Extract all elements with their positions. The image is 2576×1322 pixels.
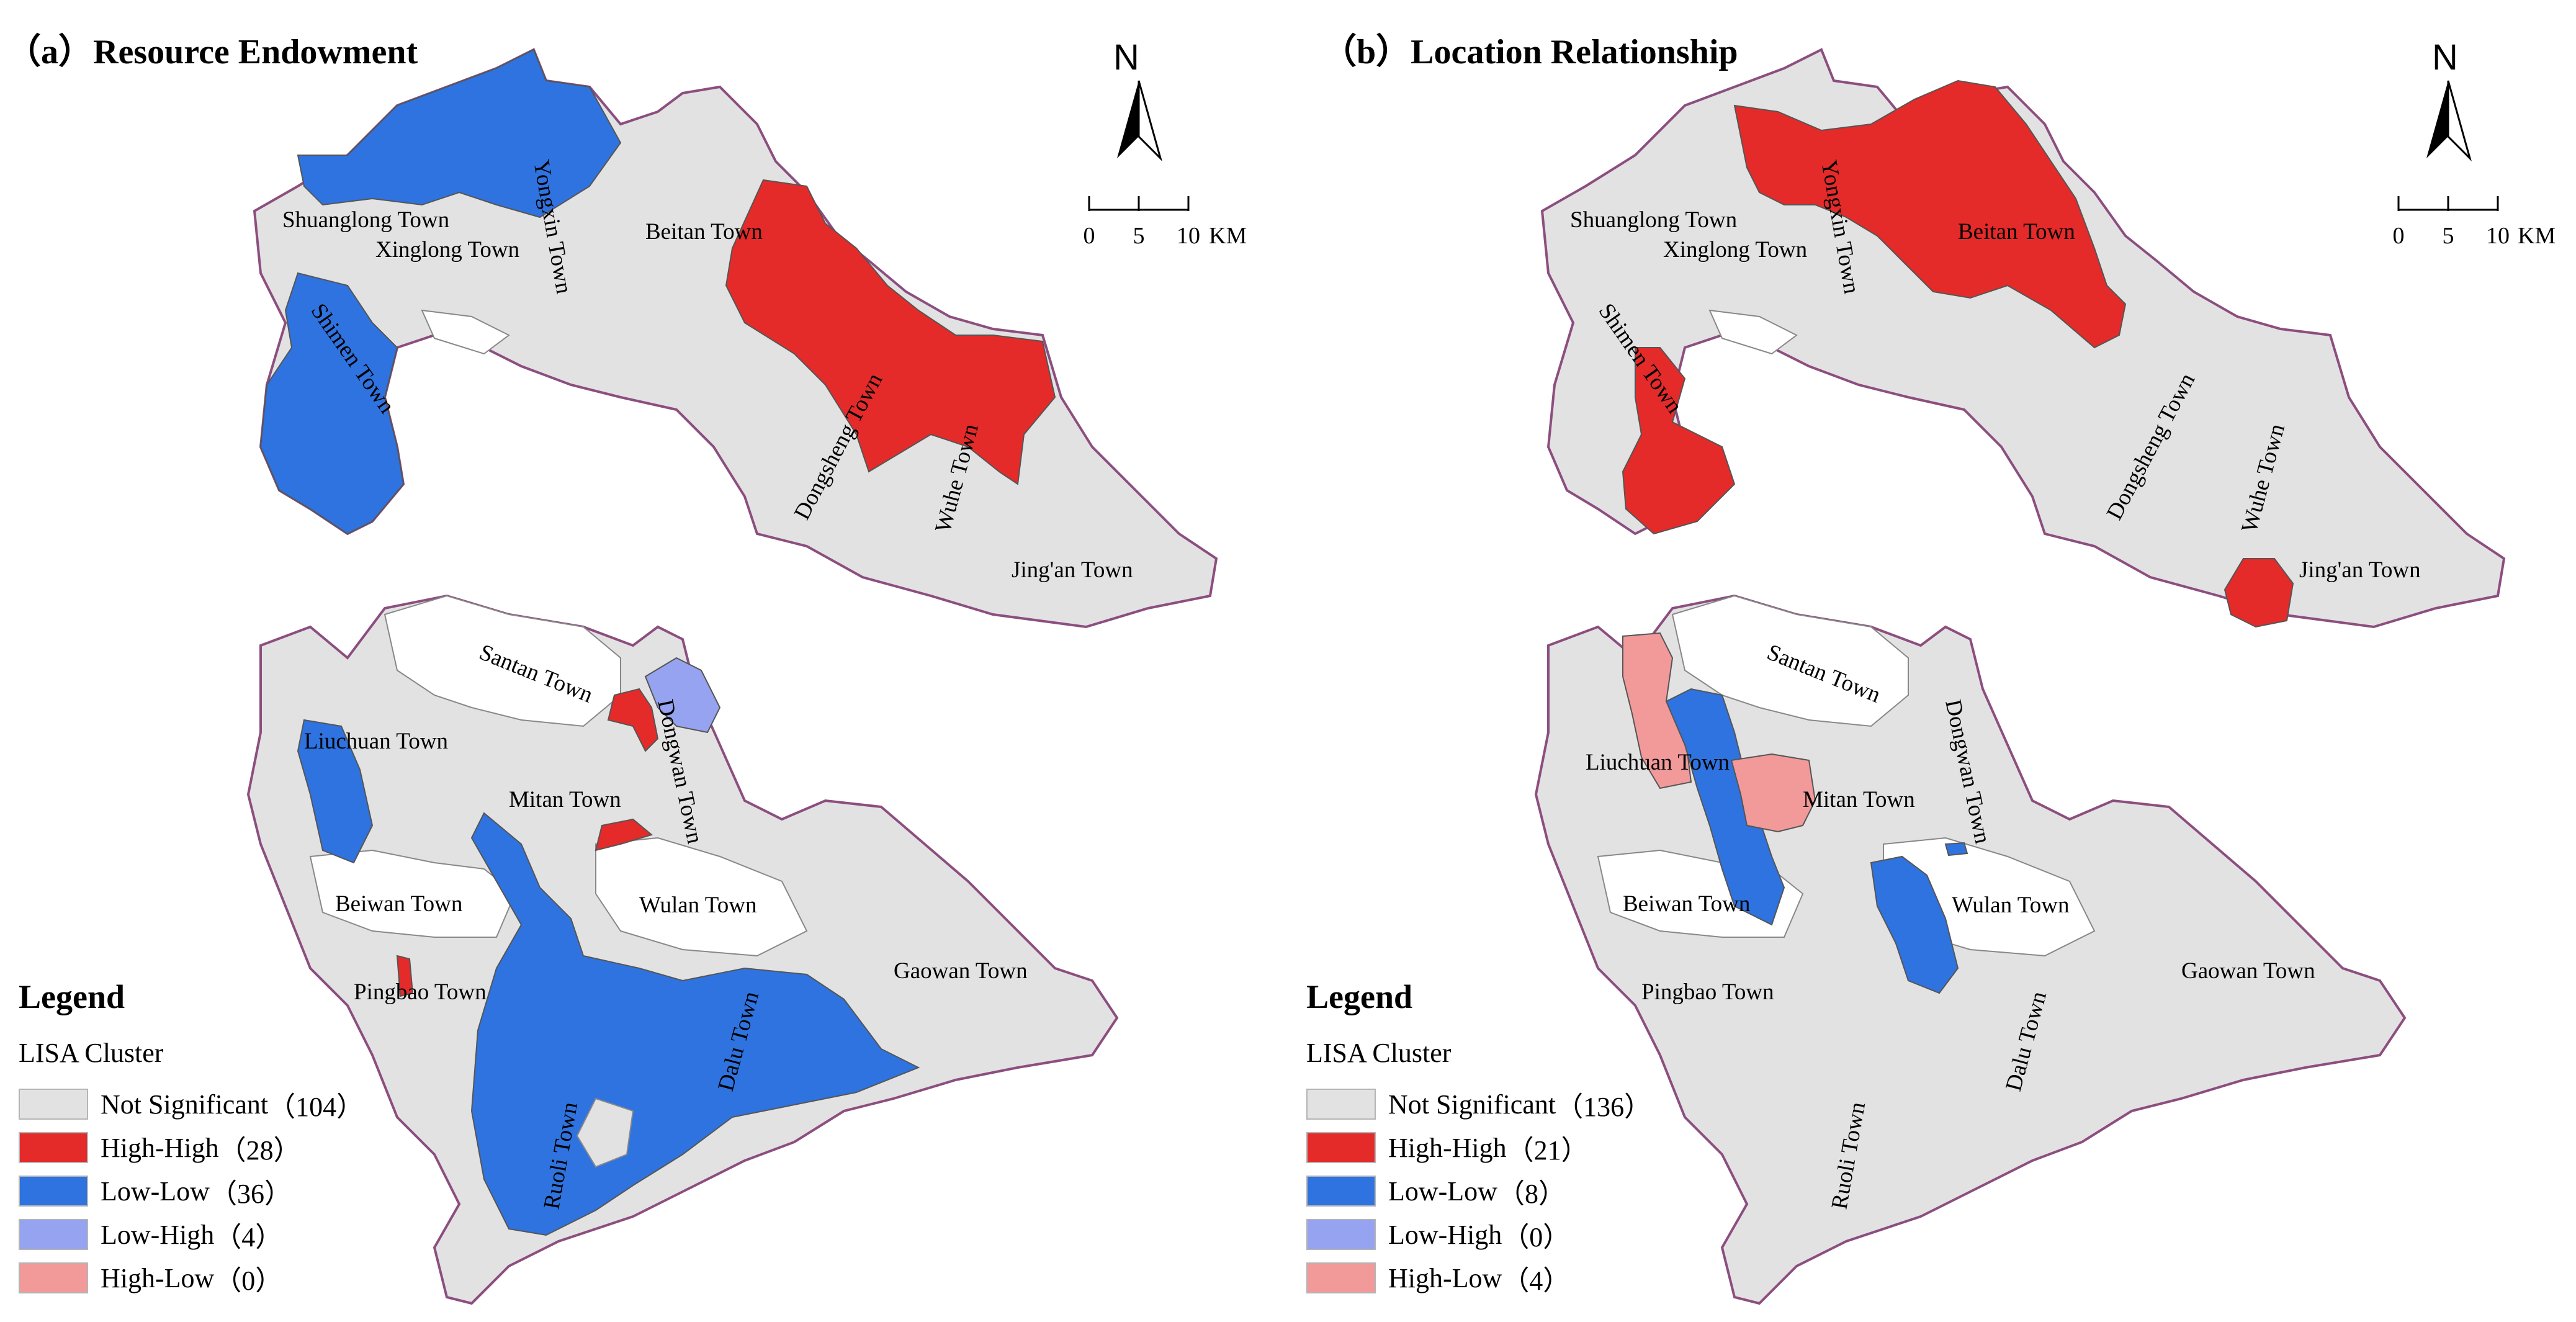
svg-text:0: 0 [2393, 223, 2405, 249]
map-a: Shuanglong Town Xinglong Town Yongxin To… [246, 37, 1247, 1305]
legend-item-low-low: Low-Low （36） [19, 1169, 453, 1213]
town-label-liuchuan: Liuchuan Town [1586, 750, 1730, 775]
town-label-beiwan: Beiwan Town [335, 891, 462, 917]
legend-title: Legend [1306, 978, 1413, 1015]
svg-text:5: 5 [1133, 223, 1145, 249]
cluster-gray-ruoli-hole [576, 1097, 634, 1168]
cluster-high-low-liuchuan [1622, 632, 1692, 789]
panel-b-location-relationship: Shuanglong Town Xinglong Town Yongxin To… [1288, 0, 2575, 1322]
panel-title-b: （b）Location Relationship [1322, 33, 1738, 71]
legend-b: Legend LISA Cluster Not Significant （136）… [1306, 978, 1741, 1300]
town-label-mitan: Mitan Town [509, 787, 621, 812]
svg-text:KM: KM [1209, 223, 1247, 249]
cluster-high-high-north [1733, 79, 2127, 349]
blank-area-north [421, 309, 510, 355]
legend-item-low-low: Low-Low （8） [1306, 1169, 1741, 1213]
town-label-xinglong: Xinglong Town [1663, 237, 1807, 263]
cluster-low-low-shimen [259, 272, 405, 535]
town-label-jingan: Jing'an Town [2299, 557, 2421, 583]
legend-item-high-high: High-High （21） [1306, 1126, 1741, 1169]
svg-text:10: 10 [1177, 223, 1200, 249]
cluster-low-low-nw [297, 48, 622, 218]
cluster-low-low-small [1944, 842, 1968, 857]
panel-title-a: （a）Resource Endowment [6, 33, 418, 71]
cluster-high-high-shimen [1622, 347, 1736, 535]
legend-item-high-low: High-Low （0） [19, 1256, 453, 1300]
town-label-liuchuan: Liuchuan Town [304, 729, 448, 754]
panel-a-resource-endowment: Shuanglong Town Xinglong Town Yongxin To… [6, 33, 1247, 1305]
town-label-shuanglong: Shuanglong Town [282, 207, 449, 233]
town-label-gaowan: Gaowan Town [894, 958, 1028, 984]
legend-item-high-high: High-High （28） [19, 1126, 453, 1169]
north-arrow-icon: N [1113, 37, 1162, 162]
svg-text:5: 5 [2443, 223, 2454, 249]
blank-area-north [1708, 309, 1798, 355]
town-label-beitan: Beitan Town [645, 219, 763, 245]
legend-item-high-low: High-Low （4） [1306, 1256, 1741, 1300]
cluster-high-high-jingan [2224, 558, 2294, 628]
town-label-shuanglong: Shuanglong Town [1570, 207, 1737, 233]
blank-area-santan [384, 595, 621, 727]
cluster-low-low-wulan [1870, 855, 1959, 994]
svg-text:10: 10 [2486, 223, 2510, 249]
svg-text:KM: KM [2518, 223, 2556, 249]
town-label-pingbao: Pingbao Town [1641, 979, 1774, 1005]
legend-a: Legend LISA Cluster Not Significant （104）… [19, 978, 453, 1300]
blank-area-santan [1671, 595, 1909, 727]
cluster-high-high-east [725, 179, 1056, 485]
blank-area-wulan [595, 837, 808, 957]
svg-text:0: 0 [1084, 223, 1095, 249]
town-label-gaowan: Gaowan Town [2181, 958, 2315, 984]
legend-subtitle: LISA Cluster [1306, 1038, 1452, 1068]
legend-item-not-significant: Not Significant （136） [1306, 1082, 1741, 1126]
town-label-xinglong: Xinglong Town [375, 237, 519, 263]
town-label-beiwan: Beiwan Town [1623, 891, 1750, 917]
cluster-high-high-pingbao [396, 955, 414, 997]
cluster-low-low-liuchuan [297, 719, 374, 864]
town-label-mitan: Mitan Town [1803, 787, 1915, 812]
cluster-high-high-santan [607, 688, 659, 752]
legend-title: Legend [19, 978, 125, 1015]
scale-bar: 0 5 10 KM [1084, 196, 1247, 249]
town-label-wulan: Wulan Town [639, 893, 756, 918]
scale-bar: 0 5 10 KM [2393, 196, 2556, 249]
north-arrow-icon: N [2426, 37, 2472, 162]
cluster-low-high-dongwan [644, 657, 721, 734]
cluster-high-high-mitan [595, 818, 653, 852]
legend-item-low-high: Low-High （4） [19, 1213, 453, 1256]
cluster-high-low-mitan [1730, 753, 1816, 833]
svg-text:N: N [1113, 37, 1139, 78]
town-label-wulan: Wulan Town [1952, 893, 2069, 918]
svg-text:N: N [2432, 37, 2458, 78]
town-label-pingbao: Pingbao Town [354, 979, 487, 1005]
town-label-beitan: Beitan Town [1958, 219, 2075, 245]
blank-area-beiwan [309, 849, 516, 938]
legend-subtitle: LISA Cluster [19, 1038, 164, 1068]
legend-item-low-high: Low-High （0） [1306, 1213, 1741, 1256]
town-label-jingan: Jing'an Town [1012, 557, 1133, 583]
cluster-low-low-liuchuan [1665, 688, 1785, 926]
legend-item-not-significant: Not Significant （104） [19, 1082, 453, 1126]
map-b: Shuanglong Town Xinglong Town Yongxin To… [1534, 37, 2556, 1305]
